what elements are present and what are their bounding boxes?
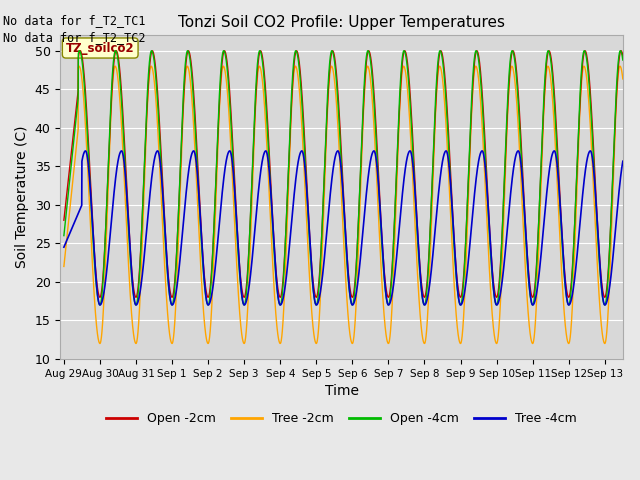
Title: Tonzi Soil CO2 Profile: Upper Temperatures: Tonzi Soil CO2 Profile: Upper Temperatur… xyxy=(178,15,505,30)
Y-axis label: Soil Temperature (C): Soil Temperature (C) xyxy=(15,126,29,268)
Text: TZ_soilco2: TZ_soilco2 xyxy=(66,41,134,55)
Legend: Open -2cm, Tree -2cm, Open -4cm, Tree -4cm: Open -2cm, Tree -2cm, Open -4cm, Tree -4… xyxy=(101,407,582,430)
X-axis label: Time: Time xyxy=(324,384,358,398)
Text: No data for f_T2_TC1
No data for f_T2_TC2: No data for f_T2_TC1 No data for f_T2_TC… xyxy=(3,14,146,45)
